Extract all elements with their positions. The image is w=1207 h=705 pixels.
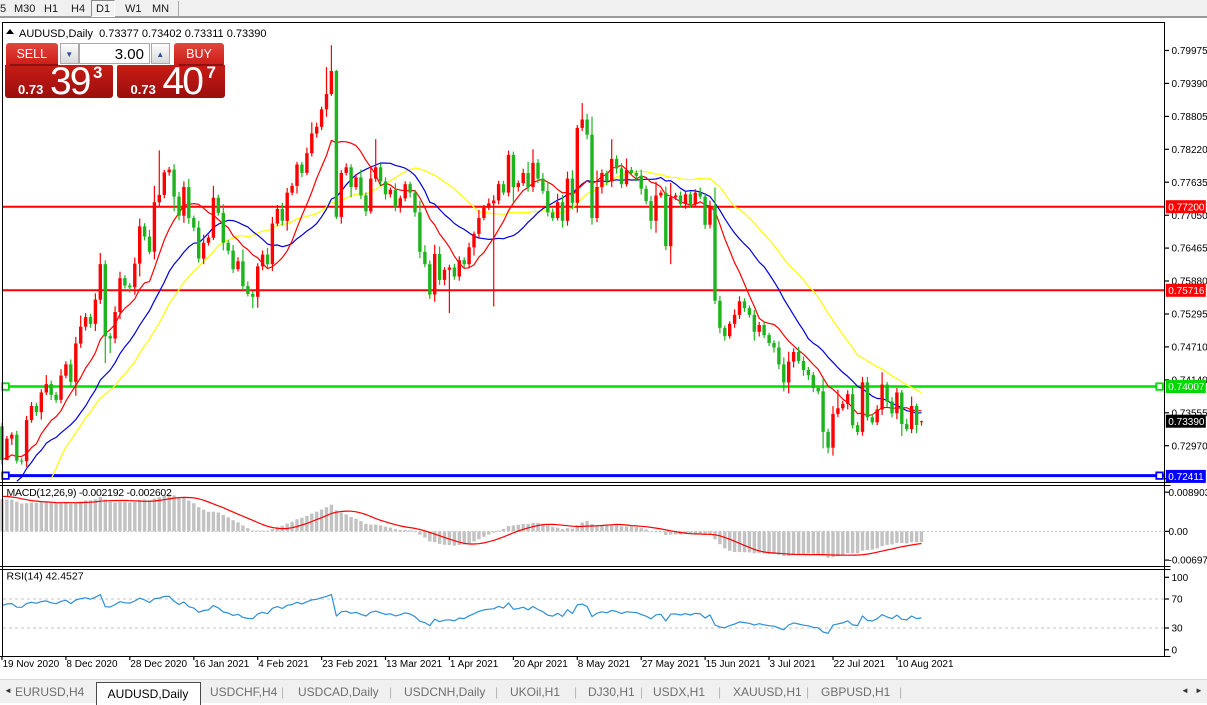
svg-text:MACD(12,26,9) -0.002192 -0.002: MACD(12,26,9) -0.002192 -0.002602	[7, 487, 173, 499]
svg-text:3 Jul 2021: 3 Jul 2021	[770, 659, 817, 670]
svg-text:0.73390: 0.73390	[1168, 417, 1205, 428]
svg-text:0.75716: 0.75716	[1168, 286, 1205, 297]
svg-text:0.75295: 0.75295	[1172, 310, 1207, 321]
svg-text:0: 0	[1172, 645, 1178, 656]
svg-text:0.77200: 0.77200	[1168, 202, 1205, 213]
svg-text:28 Dec 2020: 28 Dec 2020	[130, 659, 187, 670]
svg-text:0.78220: 0.78220	[1172, 145, 1207, 156]
svg-text:1 Apr 2021: 1 Apr 2021	[450, 659, 499, 670]
svg-text:22 Jul 2021: 22 Jul 2021	[834, 659, 886, 670]
svg-text:0.72411: 0.72411	[1168, 472, 1204, 483]
svg-text:19 Nov 2020: 19 Nov 2020	[3, 659, 60, 670]
svg-text:13 Mar 2021: 13 Mar 2021	[386, 659, 443, 670]
svg-text:-0.006977: -0.006977	[1169, 556, 1207, 567]
svg-text:27 May 2021: 27 May 2021	[642, 659, 700, 670]
svg-text:4 Feb 2021: 4 Feb 2021	[258, 659, 309, 670]
svg-text:0.74710: 0.74710	[1172, 343, 1207, 354]
svg-text:0.008903: 0.008903	[1169, 488, 1207, 499]
svg-text:20 Apr 2021: 20 Apr 2021	[514, 659, 568, 670]
svg-text:8 May 2021: 8 May 2021	[578, 659, 631, 670]
svg-text:RSI(14) 42.4527: RSI(14) 42.4527	[7, 571, 84, 583]
svg-text:30: 30	[1172, 624, 1184, 635]
svg-text:23 Feb 2021: 23 Feb 2021	[322, 659, 379, 670]
svg-text:8 Dec 2020: 8 Dec 2020	[66, 659, 118, 670]
svg-text:100: 100	[1172, 573, 1189, 584]
svg-text:0.79390: 0.79390	[1172, 79, 1207, 90]
svg-text:0.76465: 0.76465	[1172, 244, 1207, 255]
svg-text:15 Jun 2021: 15 Jun 2021	[706, 659, 761, 670]
svg-text:0.72970: 0.72970	[1172, 441, 1207, 452]
svg-text:0.00: 0.00	[1169, 527, 1189, 538]
svg-text:0.78805: 0.78805	[1172, 112, 1207, 123]
svg-text:0.79975: 0.79975	[1172, 46, 1207, 57]
svg-text:0.74007: 0.74007	[1168, 382, 1205, 393]
svg-text:16 Jan 2021: 16 Jan 2021	[194, 659, 249, 670]
svg-text:10 Aug 2021: 10 Aug 2021	[897, 659, 954, 670]
svg-text:70: 70	[1172, 595, 1184, 606]
svg-text:0.77635: 0.77635	[1172, 178, 1207, 189]
